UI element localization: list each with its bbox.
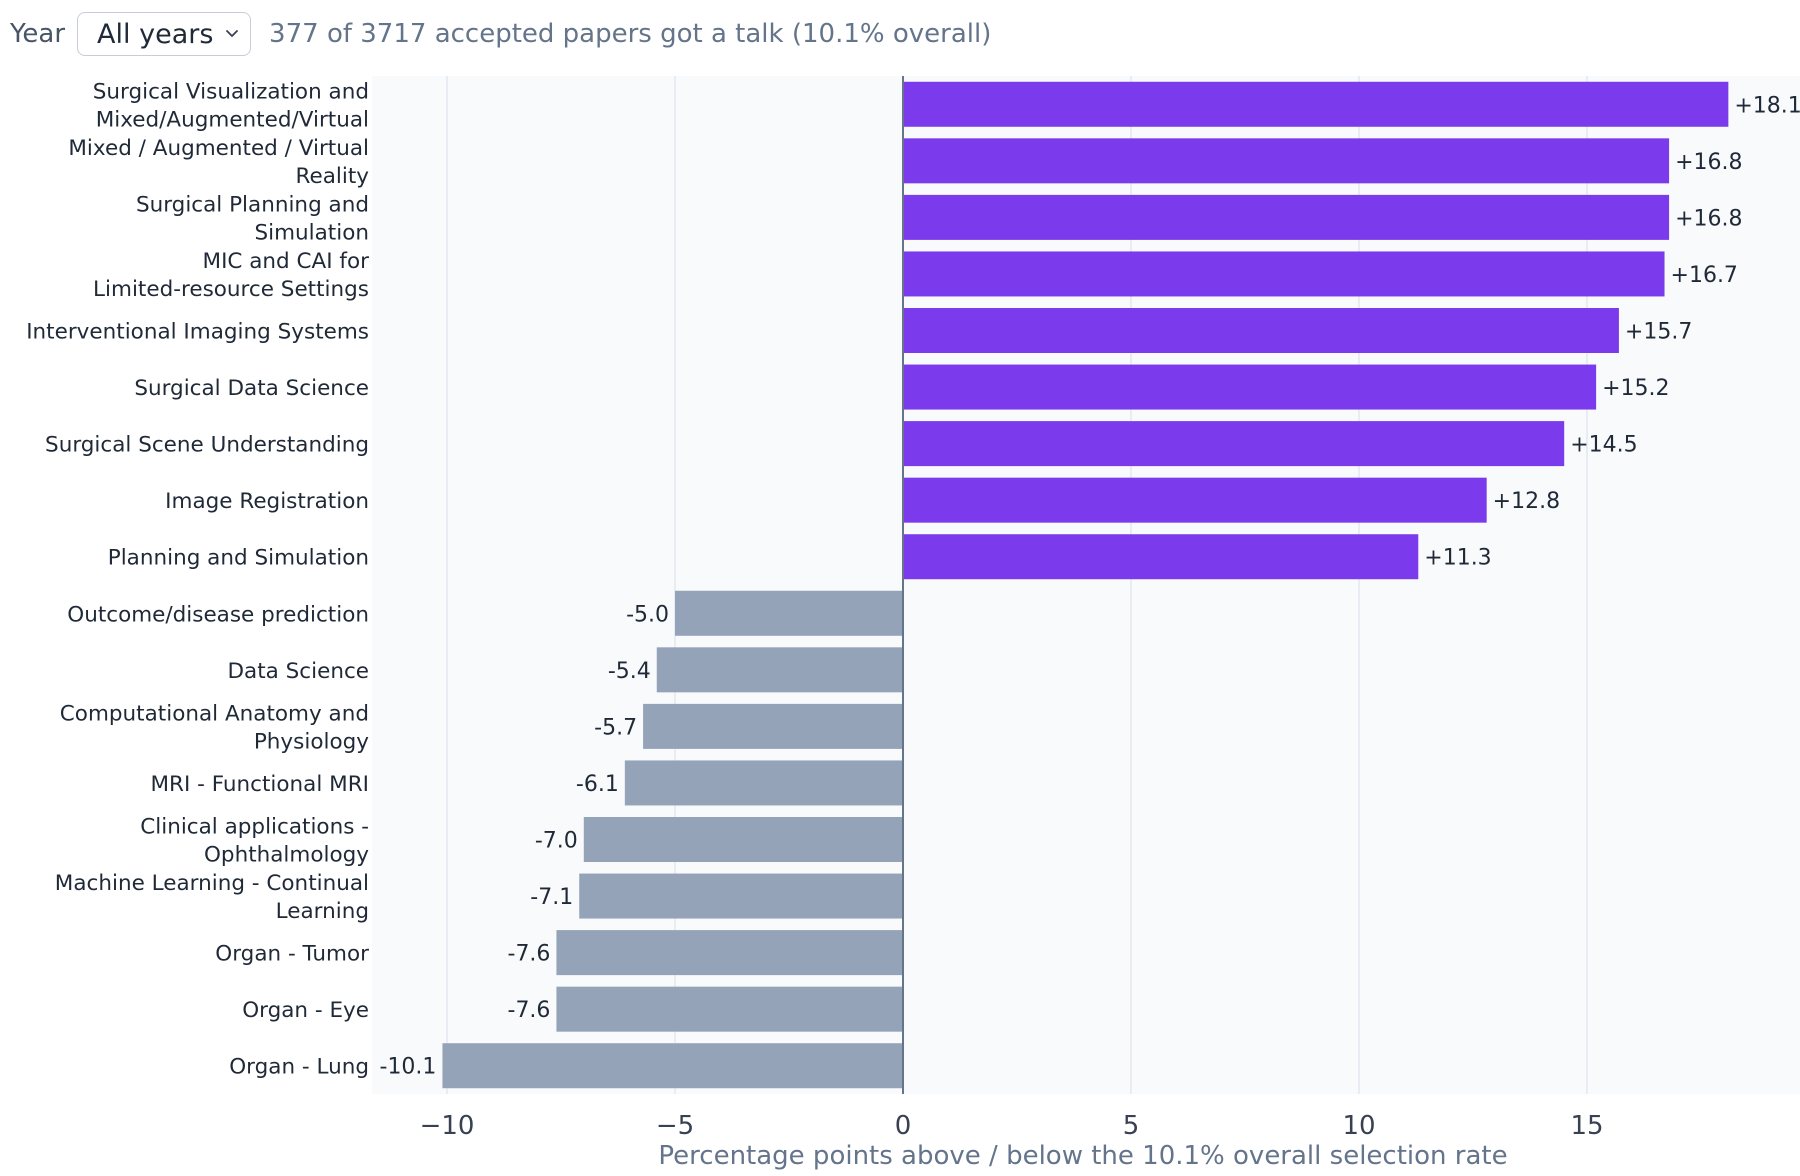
category-label: Organ - Eye — [242, 998, 369, 1023]
bar — [556, 986, 903, 1032]
plot-area — [372, 76, 1800, 1094]
category-label: Ophthalmology — [204, 843, 369, 868]
value-label: -5.4 — [608, 659, 651, 684]
category-label: Image Registration — [165, 489, 369, 514]
value-label: +12.8 — [1493, 489, 1560, 514]
value-label: -7.6 — [508, 998, 551, 1023]
x-tick-label: 5 — [1123, 1111, 1140, 1141]
category-label: MRI - Functional MRI — [150, 772, 369, 797]
summary-text: 377 of 3717 accepted papers got a talk (… — [269, 19, 992, 49]
bar — [903, 534, 1419, 580]
value-label: -5.0 — [626, 602, 669, 627]
category-label: Surgical Visualization and — [93, 79, 369, 104]
category-label: Clinical applications - — [140, 815, 369, 840]
category-label: Simulation — [254, 220, 369, 245]
value-label: +16.8 — [1675, 150, 1742, 175]
bar — [903, 138, 1670, 184]
bar — [442, 1043, 903, 1089]
value-label: -7.0 — [535, 829, 578, 854]
category-label: Surgical Data Science — [134, 376, 369, 401]
bar — [903, 308, 1619, 353]
year-select[interactable]: All years — [77, 12, 252, 56]
x-tick-label: 15 — [1570, 1111, 1603, 1141]
bar — [643, 703, 903, 749]
category-label: Mixed / Augmented / Virtual — [68, 136, 369, 161]
value-label: -7.1 — [530, 885, 573, 910]
category-label: Organ - Lung — [229, 1055, 369, 1080]
category-label: Computational Anatomy and — [60, 701, 369, 726]
year-select-value: All years — [97, 18, 214, 50]
value-label: -10.1 — [380, 1055, 437, 1080]
category-label: Machine Learning - Continual — [55, 871, 369, 896]
category-label: Physiology — [254, 729, 369, 754]
bar — [903, 194, 1670, 240]
value-label: -6.1 — [576, 772, 619, 797]
gridlines — [446, 76, 1588, 1094]
category-label: Limited-resource Settings — [93, 277, 369, 302]
category-label: Outcome/disease prediction — [67, 602, 369, 627]
category-labels: Surgical Visualization and Mixed/Augmente… — [26, 79, 369, 1079]
bar — [579, 873, 903, 919]
value-label: +15.2 — [1602, 376, 1669, 401]
value-label: +14.5 — [1570, 433, 1637, 458]
bar — [903, 251, 1665, 297]
x-axis-label: Percentage points above / below the 10.1… — [658, 1141, 1507, 1171]
bar — [903, 421, 1565, 467]
controls-bar: Year All years 377 of 3717 accepted pape… — [10, 10, 991, 58]
value-label: +15.7 — [1625, 320, 1692, 345]
x-tick-label: −10 — [420, 1111, 475, 1141]
value-label: -5.7 — [594, 715, 637, 740]
bar — [903, 364, 1597, 410]
category-label: MIC and CAI for — [203, 249, 370, 274]
category-label: Data Science — [227, 659, 369, 684]
category-label: Surgical Scene Understanding — [45, 433, 369, 458]
category-label: Organ - Tumor — [215, 942, 369, 967]
value-label: +16.7 — [1671, 263, 1738, 288]
x-tick-label: −5 — [656, 1111, 694, 1141]
bar — [624, 760, 903, 806]
bar — [675, 590, 903, 636]
bars — [442, 81, 1729, 1089]
value-label: +11.3 — [1424, 546, 1491, 571]
x-tick-label: 0 — [895, 1111, 912, 1141]
category-label: Surgical Planning and — [136, 192, 369, 217]
category-label: Mixed/Augmented/Virtual — [96, 107, 369, 132]
x-tick-labels: −10 −5 0 5 10 15 — [420, 1111, 1604, 1141]
x-tick-label: 10 — [1342, 1111, 1375, 1141]
value-labels: +18.1 +16.8 +16.8 +16.7 +15.7 +15.2 +14.5 +12.8… — [380, 93, 1800, 1079]
category-label: Reality — [296, 164, 370, 189]
value-label: -7.6 — [508, 942, 551, 967]
value-label: +16.8 — [1675, 206, 1742, 231]
chevron-down-icon — [226, 30, 238, 37]
bar — [656, 647, 903, 693]
bar — [903, 477, 1487, 523]
bar — [903, 81, 1729, 127]
value-label: +18.1 — [1734, 93, 1800, 118]
year-label: Year — [10, 19, 66, 49]
bar — [583, 817, 903, 862]
bar — [556, 930, 903, 976]
category-label: Learning — [276, 899, 369, 924]
category-label: Interventional Imaging Systems — [26, 320, 369, 345]
category-label: Planning and Simulation — [108, 546, 369, 571]
